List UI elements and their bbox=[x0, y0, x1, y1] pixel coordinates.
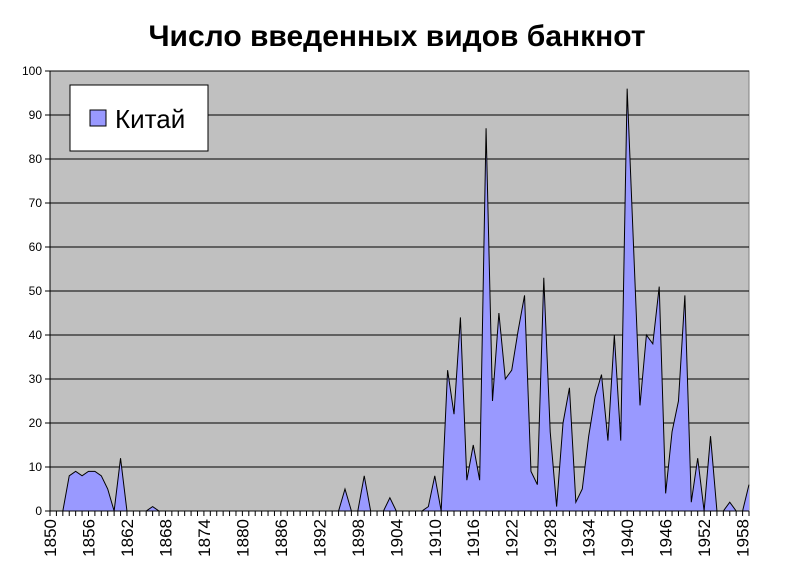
x-tick-label: 1928 bbox=[541, 519, 560, 557]
x-tick-label: 1940 bbox=[618, 519, 637, 557]
x-tick-label: 1946 bbox=[657, 519, 676, 557]
series-area-kitai bbox=[50, 88, 749, 511]
y-tick-label: 10 bbox=[29, 460, 43, 474]
x-tick-label: 1910 bbox=[426, 519, 445, 557]
legend-swatch bbox=[89, 109, 107, 127]
y-tick-label: 80 bbox=[29, 152, 43, 166]
x-tick-label: 1916 bbox=[464, 519, 483, 557]
y-axis-ticks: 0 10 20 30 40 50 60 70 80 90 100 bbox=[22, 64, 50, 518]
legend: Китай bbox=[69, 84, 209, 152]
x-tick-label: 1850 bbox=[41, 519, 60, 557]
x-tick-label: 1898 bbox=[349, 519, 368, 557]
x-axis-ticks: 1850 1856 1862 1868 1874 1880 1886 1892 1898 1904… bbox=[41, 511, 753, 557]
y-tick-label: 40 bbox=[29, 328, 43, 342]
x-tick-label: 1892 bbox=[310, 519, 329, 557]
x-tick-label: 1886 bbox=[272, 519, 291, 557]
x-tick-label: 1922 bbox=[503, 519, 522, 557]
y-tick-label: 100 bbox=[22, 64, 42, 78]
y-tick-label: 20 bbox=[29, 416, 43, 430]
x-tick-label: 1868 bbox=[156, 519, 175, 557]
y-tick-label: 0 bbox=[35, 504, 42, 518]
x-tick-label: 1862 bbox=[118, 519, 137, 557]
x-tick-label: 1856 bbox=[79, 519, 98, 557]
y-tick-label: 50 bbox=[29, 284, 43, 298]
x-tick-label: 1880 bbox=[233, 519, 252, 557]
y-tick-label: 30 bbox=[29, 372, 43, 386]
chart-title: Число введенных видов банкнот bbox=[148, 20, 645, 53]
y-tick-label: 70 bbox=[29, 196, 43, 210]
x-tick-label: 1874 bbox=[195, 519, 214, 557]
legend-label: Китай bbox=[115, 104, 185, 134]
y-tick-label: 90 bbox=[29, 108, 43, 122]
x-tick-label: 1958 bbox=[734, 519, 753, 557]
x-tick-label: 1904 bbox=[387, 519, 406, 557]
y-tick-label: 60 bbox=[29, 240, 43, 254]
x-tick-label: 1952 bbox=[695, 519, 714, 557]
x-tick-label: 1934 bbox=[580, 519, 599, 557]
